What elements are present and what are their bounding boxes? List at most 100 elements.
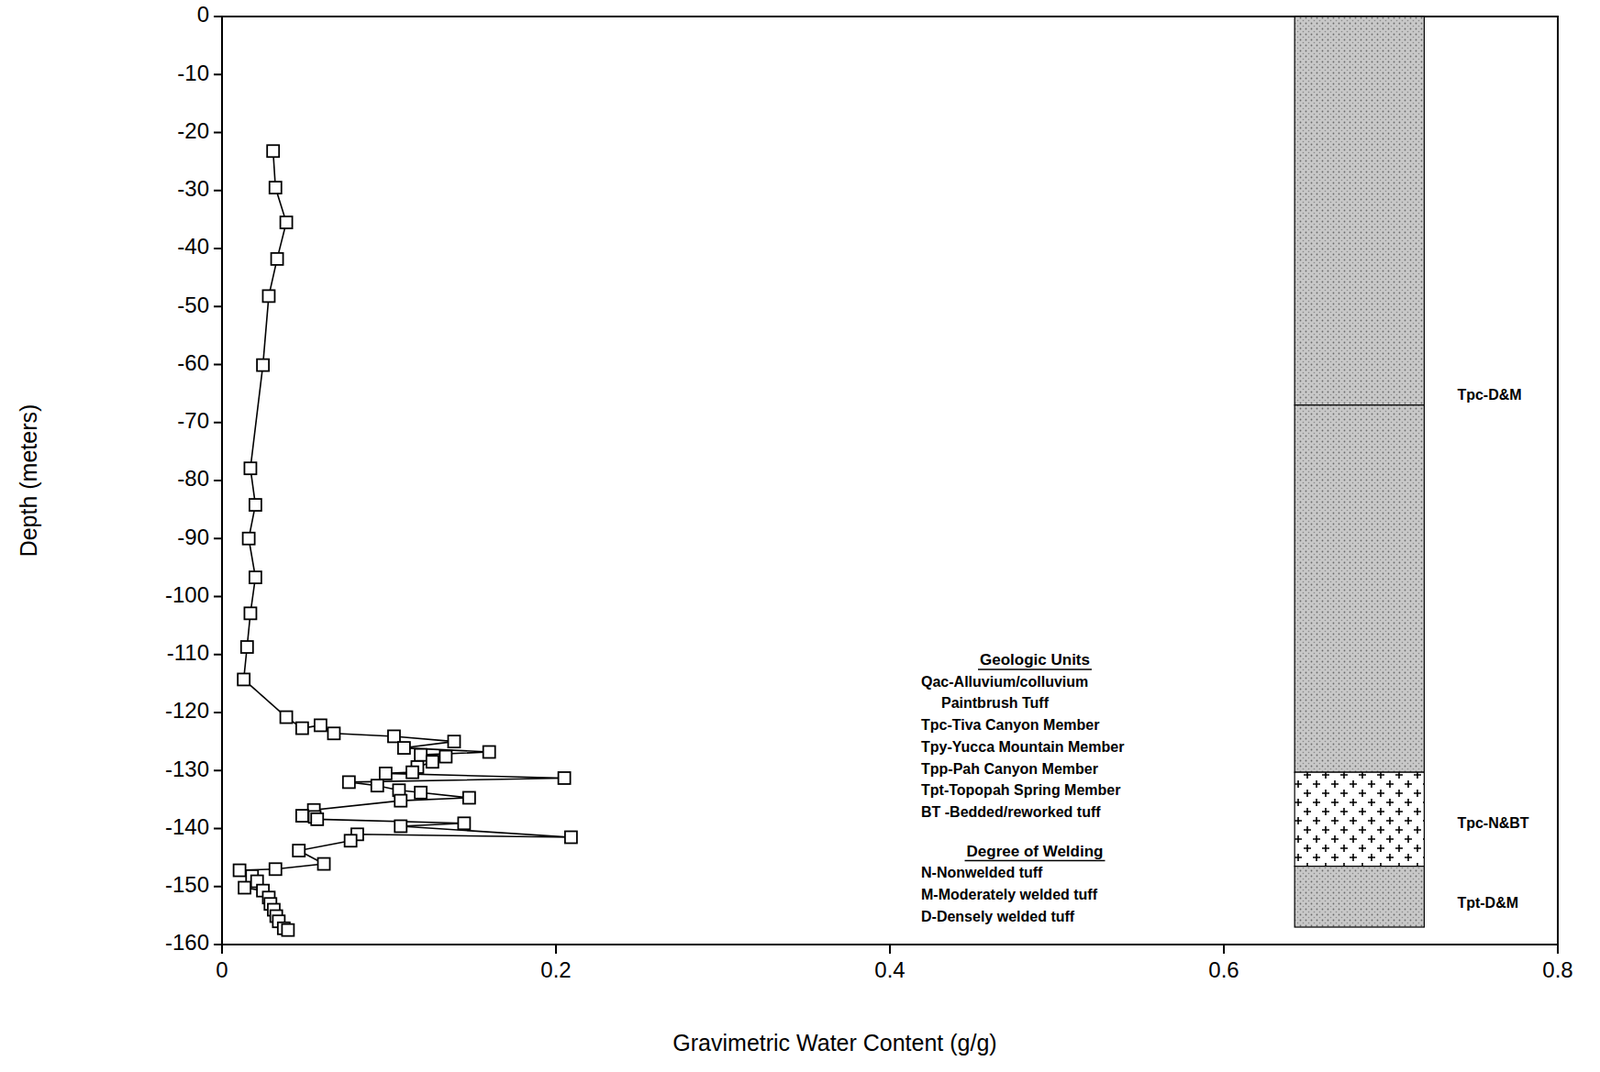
data-point: [483, 746, 496, 759]
y-tick-label: -90: [177, 524, 210, 550]
legend-line: D-Densely welded tuff: [921, 909, 1076, 925]
data-point: [463, 791, 476, 804]
y-tick: [213, 596, 223, 599]
data-point: [318, 858, 331, 871]
x-tick-label: 0.2: [540, 957, 571, 983]
y-tick: [213, 15, 223, 18]
data-point: [314, 719, 327, 732]
legend-heading: Degree of Welding: [966, 843, 1104, 861]
column-nonwelded: [1294, 772, 1424, 867]
y-tick: [213, 886, 223, 889]
y-tick-label: -30: [177, 176, 210, 201]
y-tick-label: -130: [165, 756, 210, 782]
y-tick: [213, 132, 223, 134]
data-point: [379, 767, 392, 780]
unit-legend: Geologic Units Qac-Alluvium/colluvium Pain…: [921, 651, 1124, 925]
y-tick: [213, 769, 223, 772]
data-point: [447, 735, 460, 748]
x-tick-label: 0.6: [1208, 957, 1239, 983]
data-point: [269, 863, 282, 876]
data-point: [256, 359, 269, 372]
y-tick: [213, 654, 223, 656]
data-point: [296, 810, 309, 823]
data-point: [371, 779, 384, 792]
legend-line: Tpy-Yucca Mountain Member: [921, 739, 1124, 756]
heading-underline: [977, 668, 1092, 671]
y-tick: [213, 479, 223, 482]
data-point: [414, 749, 427, 762]
y-tick-label: -80: [177, 466, 210, 491]
y-tick-label: -110: [166, 640, 210, 666]
x-tick: [1556, 944, 1559, 955]
y-tick: [213, 711, 223, 714]
y-tick: [213, 247, 223, 250]
legend-line: M-Moderately welded tuff: [921, 887, 1099, 903]
y-tick-label: -50: [177, 292, 210, 318]
data-point: [406, 766, 419, 779]
data-line: [239, 151, 571, 931]
legend-line: Qac-Alluvium/colluvium: [921, 674, 1089, 690]
y-tick-label: -100: [165, 582, 210, 608]
data-point: [244, 607, 256, 620]
x-axis-title: Gravimetric Water Content (g/g): [672, 1030, 997, 1056]
y-tick-label: -40: [177, 233, 210, 259]
column-welded: [1294, 405, 1424, 773]
x-tick-label: 0.8: [1542, 957, 1573, 983]
legend-line: Tpt-Topopah Spring Member: [921, 782, 1121, 799]
data-point: [238, 882, 251, 895]
column-label: Tpc-N&BT: [1456, 815, 1529, 832]
y-tick-label: -150: [165, 872, 210, 898]
y-axis-title: Depth (meters): [15, 404, 42, 558]
y-tick: [213, 364, 223, 367]
data-point: [414, 787, 427, 800]
y-tick-label: -140: [165, 814, 210, 840]
data-point: [565, 831, 578, 844]
plot-frame: [222, 16, 1558, 945]
data-point: [292, 844, 305, 857]
y-tick: [213, 73, 223, 76]
y-tick-label: -160: [165, 930, 210, 956]
legend-line: N-Nonwelded tuff: [921, 865, 1044, 881]
y-tick-label: 0: [197, 1, 210, 27]
data-point: [241, 641, 254, 654]
column-welded: [1294, 16, 1424, 406]
column-welded: [1294, 866, 1424, 928]
x-tick: [1222, 944, 1225, 955]
x-tick: [888, 944, 891, 955]
data-point: [311, 813, 323, 826]
data-point: [249, 571, 262, 584]
x-tick: [221, 944, 223, 955]
data-point: [244, 462, 256, 475]
legend-line: Paintbrush Tuff: [941, 695, 1050, 712]
y-tick-label: -20: [177, 118, 210, 144]
y-tick: [213, 944, 223, 946]
data-point: [249, 499, 262, 512]
y-tick-label: -120: [165, 698, 210, 723]
y-tick: [213, 422, 223, 424]
data-point: [269, 181, 282, 194]
y-tick-label: -60: [177, 350, 210, 376]
chart: 0-10-20-30-40-50-60-70-80-90-100-110-120…: [0, 0, 1600, 1072]
heading-underline: [965, 860, 1106, 863]
data-point: [457, 817, 470, 830]
data-point: [233, 865, 246, 878]
data-point: [280, 711, 293, 724]
data-point: [558, 772, 571, 785]
data-point: [327, 727, 340, 740]
legend-line: Tpc-Tiva Canyon Member: [921, 717, 1100, 734]
data-point: [237, 673, 250, 686]
data-point: [394, 795, 407, 808]
data-point: [439, 751, 452, 764]
y-tick-label: -70: [177, 408, 210, 434]
data-point: [344, 834, 357, 847]
data-point: [343, 776, 356, 789]
column-label: Tpc-D&M: [1456, 387, 1522, 403]
data-point: [426, 755, 439, 768]
data-point: [271, 253, 284, 266]
y-tick: [213, 537, 223, 540]
data-point: [243, 533, 256, 545]
data-point: [296, 722, 309, 735]
data-point: [394, 820, 407, 833]
data-point: [262, 289, 275, 302]
legend-heading: Geologic Units: [979, 651, 1090, 669]
